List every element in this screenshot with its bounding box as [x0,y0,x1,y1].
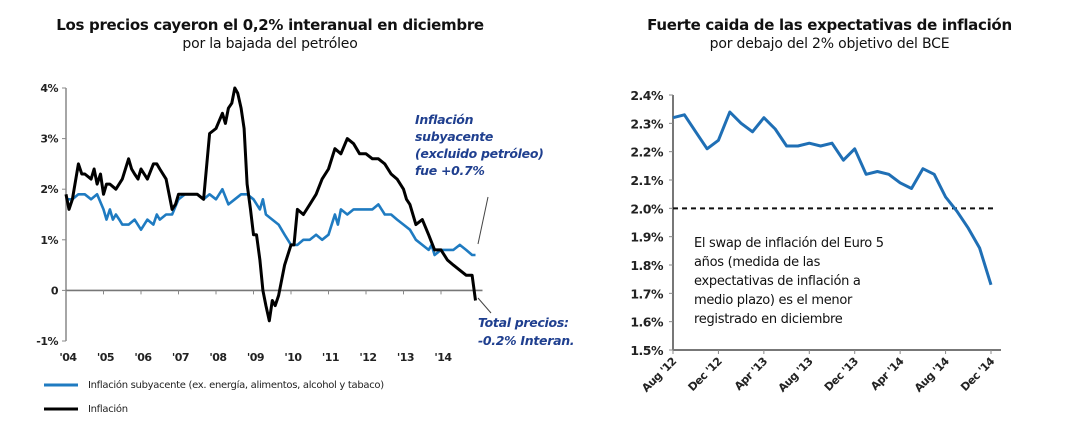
y-tick-label: 2.1% [630,173,664,188]
x-tick-label: '07 [172,351,189,364]
y-tick-label: 1.6% [630,315,664,330]
y-tick-label: 2.0% [630,201,664,216]
core-annotation-line: Inflación [415,112,474,127]
core-inflation-line [66,187,476,257]
y-tick-label: 0 [51,284,59,297]
x-tick-label: '14 [434,351,452,364]
x-tick-label: '08 [209,351,226,364]
x-tick-label: Dec '13 [822,355,861,394]
y-tick-label: 2.4% [630,88,664,103]
x-tick-label: '06 [134,351,152,364]
x-tick-label: '11 [322,351,339,364]
y-tick-label: 1% [40,234,58,247]
core-annotation-line: fue +0.7% [415,163,485,178]
x-tick-label: '13 [397,351,414,364]
legend-core-label: Inflación subyacente (ex. energía, alime… [88,379,384,391]
x-tick-label: Aug '13 [776,355,816,395]
swap-note-line: medio plazo) es el menor [694,293,853,308]
headline-annotation-line: -0.2% Interan. [478,333,574,348]
x-tick-label: '10 [284,351,302,364]
y-tick-label: 2% [40,183,58,196]
headline-annotation-line: Total precios: [478,315,569,330]
y-tick-label: 3% [40,133,58,146]
y-tick-label: 4% [40,82,58,95]
x-tick-label: Apr '13 [732,355,770,393]
x-tick-label: '05 [97,351,114,364]
right-chart-title: Fuerte caida de las expectativas de infl… [647,16,1012,34]
y-tick-label: 1.7% [630,286,664,301]
x-tick-label: Dec '14 [958,354,998,394]
core-annotation-pointer [477,196,489,245]
swap-note-line: registrado en diciembre [694,312,843,327]
left-chart-title: Los precios cayeron el 0,2% interanual e… [56,16,484,34]
y-tick-label: 1.5% [630,343,664,358]
core-annotation-line: subyacente [415,129,493,144]
x-tick-label: '12 [359,351,376,364]
x-tick-label: '09 [247,351,264,364]
y-tick-label: 1.9% [630,230,664,245]
swap-note-line: años (medida de las [694,255,821,270]
left-chart-subtitle: por la bajada del petróleo [182,36,358,52]
y-tick-label: 1.8% [630,258,664,273]
inflation-swap-line [672,110,993,286]
right-chart-subtitle: por debajo del 2% objetivo del BCE [709,36,950,52]
right-chart: 2.4% 2.3% 2.2% 2.1% 2.0% 1.9% 1.8% 1.7% 1.6% 1.5%… [630,88,1001,395]
swap-note-line: expectativas de inflación a [694,274,861,289]
core-annotation-line: (excluido petróleo) [415,146,544,161]
headline-annotation-pointer [477,297,492,314]
x-tick-label: Dec '12 [686,355,725,394]
headline-inflation-line [64,86,477,323]
x-tick-label: Aug '12 [639,355,679,395]
left-chart: 4% 3% 2% 1% 0 -1%'04 '05 '06 '07 '08 '09 '10 '11 '12 '… [36,82,574,415]
x-tick-label: '04 [59,351,77,364]
swap-note-line: El swap de inflación del Euro 5 [694,236,884,251]
y-tick-label: 2.3% [630,116,664,131]
legend-headline-label: Inflación [88,403,128,415]
x-tick-label: Aug '14 [912,354,952,394]
y-tick-label: 2.2% [630,145,664,160]
x-tick-label: Apr '14 [868,354,907,393]
y-tick-label: -1% [36,335,58,348]
